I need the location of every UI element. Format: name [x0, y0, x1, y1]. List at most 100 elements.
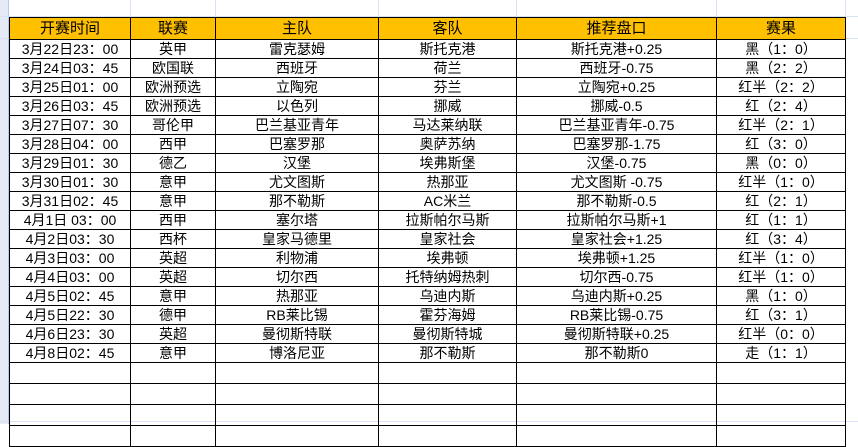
match-cell-home-team[interactable]: 塞尔塔: [215, 210, 379, 230]
match-cell-kickoff-time[interactable]: 3月28日04：00: [9, 134, 131, 154]
match-cell-home-team[interactable]: RB莱比锡: [215, 305, 379, 325]
match-cell-league[interactable]: 哥伦甲: [130, 115, 216, 135]
empty-cell[interactable]: [716, 362, 846, 384]
match-cell-handicap[interactable]: 乌迪内斯+0.25: [516, 286, 717, 306]
match-cell-league[interactable]: 西甲: [130, 210, 216, 230]
match-cell-result[interactable]: 黑（2：2）: [716, 58, 846, 78]
empty-cell[interactable]: [9, 404, 131, 426]
column-header-league[interactable]: 联赛: [130, 17, 216, 40]
match-cell-kickoff-time[interactable]: 4月4日03：00: [9, 267, 131, 287]
table-row[interactable]: 4月5日22：30 德甲 RB莱比锡 霍芬海姆 RB莱比锡-0.75 红（3：1）: [9, 305, 846, 325]
table-row[interactable]: 3月24日03：45 欧国联 西班牙 荷兰 西班牙-0.75 黑（2：2）: [9, 58, 846, 78]
empty-cell[interactable]: [378, 425, 517, 447]
empty-cell[interactable]: [215, 404, 379, 426]
table-row-empty[interactable]: [9, 362, 846, 384]
match-cell-away-team[interactable]: 埃弗顿: [378, 248, 517, 268]
column-header-home-team[interactable]: 主队: [215, 17, 379, 40]
empty-cell[interactable]: [716, 425, 846, 447]
match-cell-away-team[interactable]: 荷兰: [378, 58, 517, 78]
match-cell-home-team[interactable]: 皇家马德里: [215, 229, 379, 249]
match-cell-home-team[interactable]: 博洛尼亚: [215, 343, 379, 363]
empty-cell[interactable]: [215, 383, 379, 405]
match-cell-league[interactable]: 西甲: [130, 134, 216, 154]
match-cell-home-team[interactable]: 巴塞罗那: [215, 134, 379, 154]
match-cell-result[interactable]: 红（1：1）: [716, 210, 846, 230]
table-row-empty[interactable]: [9, 383, 846, 405]
match-cell-handicap[interactable]: 拉斯帕尔马斯+1: [516, 210, 717, 230]
match-cell-home-team[interactable]: 热那亚: [215, 286, 379, 306]
empty-cell[interactable]: [716, 404, 846, 426]
table-row[interactable]: 3月31日02：45 意甲 那不勒斯 AC米兰 那不勒斯-0.5 红（2：1）: [9, 191, 846, 211]
match-cell-result[interactable]: 黑（1：0）: [716, 39, 846, 59]
match-cell-result[interactable]: 红半（1：0）: [716, 248, 846, 268]
empty-cell[interactable]: [130, 404, 216, 426]
empty-cell[interactable]: [516, 383, 717, 405]
match-cell-result[interactable]: 红（3：4）: [716, 229, 846, 249]
match-cell-handicap[interactable]: 汉堡-0.75: [516, 153, 717, 173]
match-cell-handicap[interactable]: 立陶宛+0.25: [516, 77, 717, 97]
table-row-empty[interactable]: [9, 425, 846, 447]
match-cell-handicap[interactable]: 斯托克港+0.25: [516, 39, 717, 59]
match-cell-home-team[interactable]: 尤文图斯: [215, 172, 379, 192]
empty-cell[interactable]: [130, 362, 216, 384]
match-cell-result[interactable]: 红半（1：0）: [716, 172, 846, 192]
table-row[interactable]: 4月4日03：00 英超 切尔西 托特纳姆热刺 切尔西-0.75 红半（1：0）: [9, 267, 846, 287]
table-row[interactable]: 3月29日01：30 德乙 汉堡 埃弗斯堡 汉堡-0.75 黑（0：0）: [9, 153, 846, 173]
table-row[interactable]: 4月1日 03：00 西甲 塞尔塔 拉斯帕尔马斯 拉斯帕尔马斯+1 红（1：1）: [9, 210, 846, 230]
match-cell-kickoff-time[interactable]: 3月26日03：45: [9, 96, 131, 116]
empty-cell[interactable]: [9, 425, 131, 447]
match-cell-league[interactable]: 欧洲预选: [130, 77, 216, 97]
match-cell-league[interactable]: 意甲: [130, 172, 216, 192]
table-row[interactable]: 4月8日02：45 意甲 博洛尼亚 那不勒斯 那不勒斯0 走（1：1）: [9, 343, 846, 363]
match-cell-result[interactable]: 黑（0：0）: [716, 153, 846, 173]
match-cell-handicap[interactable]: 切尔西-0.75: [516, 267, 717, 287]
match-cell-away-team[interactable]: 曼彻斯特城: [378, 324, 517, 344]
match-cell-handicap[interactable]: 皇家社会+1.25: [516, 229, 717, 249]
match-cell-kickoff-time[interactable]: 3月22日23：00: [9, 39, 131, 59]
match-cell-kickoff-time[interactable]: 4月5日02：45: [9, 286, 131, 306]
match-cell-home-team[interactable]: 雷克瑟姆: [215, 39, 379, 59]
match-cell-result[interactable]: 红半（2：1）: [716, 115, 846, 135]
table-row[interactable]: 3月28日04：00 西甲 巴塞罗那 奥萨苏纳 巴塞罗那-1.75 红（3：0）: [9, 134, 846, 154]
table-row[interactable]: 4月6日23：30 英超 曼彻斯特联 曼彻斯特城 曼彻斯特联+0.25 红半（0：0）: [9, 324, 846, 344]
match-cell-away-team[interactable]: 皇家社会: [378, 229, 517, 249]
match-cell-kickoff-time[interactable]: 4月3日03：00: [9, 248, 131, 268]
match-cell-kickoff-time[interactable]: 3月30日01：30: [9, 172, 131, 192]
match-cell-result[interactable]: 红（3：1）: [716, 305, 846, 325]
match-cell-result[interactable]: 红（3：0）: [716, 134, 846, 154]
match-cell-away-team[interactable]: 拉斯帕尔马斯: [378, 210, 517, 230]
match-cell-result[interactable]: 走（1：1）: [716, 343, 846, 363]
table-row[interactable]: 4月2日03：30 西杯 皇家马德里 皇家社会 皇家社会+1.25 红（3：4）: [9, 229, 846, 249]
match-cell-handicap[interactable]: 巴兰基亚青年-0.75: [516, 115, 717, 135]
match-cell-handicap[interactable]: 那不勒斯0: [516, 343, 717, 363]
match-cell-handicap[interactable]: 曼彻斯特联+0.25: [516, 324, 717, 344]
match-cell-handicap[interactable]: RB莱比锡-0.75: [516, 305, 717, 325]
match-cell-result[interactable]: 红半（2：2）: [716, 77, 846, 97]
match-cell-handicap[interactable]: 西班牙-0.75: [516, 58, 717, 78]
table-row[interactable]: 3月22日23：00 英甲 雷克瑟姆 斯托克港 斯托克港+0.25 黑（1：0）: [9, 39, 846, 59]
match-cell-kickoff-time[interactable]: 4月8日02：45: [9, 343, 131, 363]
match-cell-league[interactable]: 西杯: [130, 229, 216, 249]
match-cell-league[interactable]: 意甲: [130, 191, 216, 211]
column-header-match-result[interactable]: 赛果: [716, 17, 846, 40]
column-header-recommended-handicap[interactable]: 推荐盘口: [516, 17, 717, 40]
match-cell-home-team[interactable]: 汉堡: [215, 153, 379, 173]
match-cell-league[interactable]: 意甲: [130, 286, 216, 306]
match-cell-league[interactable]: 意甲: [130, 343, 216, 363]
empty-cell[interactable]: [378, 362, 517, 384]
match-cell-kickoff-time[interactable]: 3月25日01：00: [9, 77, 131, 97]
match-cell-away-team[interactable]: 奥萨苏纳: [378, 134, 517, 154]
match-cell-league[interactable]: 欧洲预选: [130, 96, 216, 116]
empty-cell[interactable]: [378, 404, 517, 426]
match-cell-result[interactable]: 红半（0：0）: [716, 324, 846, 344]
empty-cell[interactable]: [516, 362, 717, 384]
empty-cell[interactable]: [9, 362, 131, 384]
match-cell-away-team[interactable]: 热那亚: [378, 172, 517, 192]
match-cell-handicap[interactable]: 那不勒斯-0.5: [516, 191, 717, 211]
empty-cell[interactable]: [9, 383, 131, 405]
match-cell-league[interactable]: 英甲: [130, 39, 216, 59]
match-cell-home-team[interactable]: 切尔西: [215, 267, 379, 287]
match-cell-away-team[interactable]: 芬兰: [378, 77, 517, 97]
match-cell-home-team[interactable]: 巴兰基亚青年: [215, 115, 379, 135]
match-cell-away-team[interactable]: 乌迪内斯: [378, 286, 517, 306]
